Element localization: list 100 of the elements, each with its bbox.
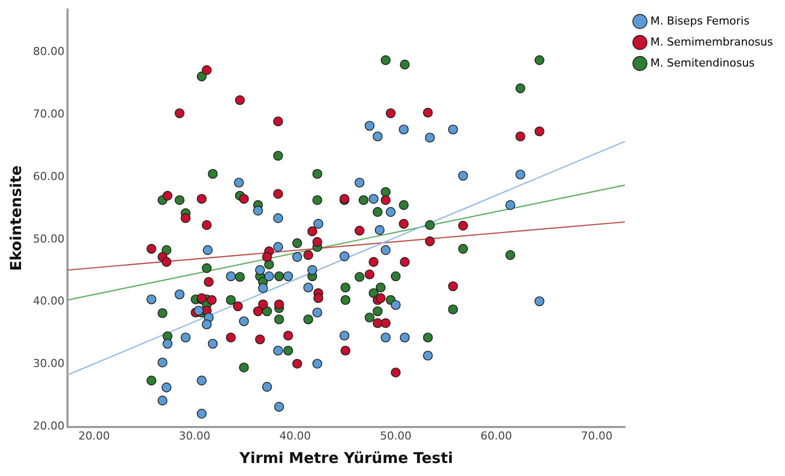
point xyxy=(274,299,284,310)
point xyxy=(146,376,156,386)
point xyxy=(239,316,249,326)
point xyxy=(340,330,350,341)
point xyxy=(234,95,245,106)
point xyxy=(422,108,433,118)
x-tick-label: 70.00 xyxy=(581,429,613,442)
point xyxy=(292,358,302,369)
x-tick-label: 60.00 xyxy=(480,429,512,442)
point xyxy=(424,236,435,246)
point xyxy=(534,55,544,66)
point xyxy=(162,338,172,349)
point xyxy=(255,265,265,275)
point xyxy=(262,382,272,392)
point xyxy=(400,257,410,267)
point xyxy=(354,272,364,282)
point xyxy=(448,124,458,134)
point xyxy=(313,293,324,304)
point xyxy=(273,150,283,161)
point xyxy=(253,306,263,316)
point xyxy=(158,358,168,368)
point xyxy=(258,283,268,294)
point xyxy=(386,207,396,217)
point xyxy=(400,332,410,342)
x-tick-label: 40.00 xyxy=(279,429,311,442)
point xyxy=(372,318,383,328)
point xyxy=(312,358,322,369)
point xyxy=(448,281,458,292)
point xyxy=(208,338,218,349)
point xyxy=(292,252,302,262)
point xyxy=(226,332,236,342)
point xyxy=(202,220,212,230)
point xyxy=(234,178,244,188)
point xyxy=(273,213,283,224)
point xyxy=(424,132,435,143)
point xyxy=(206,295,217,305)
point xyxy=(390,300,401,310)
point xyxy=(262,252,272,262)
point xyxy=(515,131,526,142)
point xyxy=(226,271,236,282)
point xyxy=(515,83,526,94)
point xyxy=(303,250,314,260)
y-tick-label: 50.00 xyxy=(32,232,64,246)
point xyxy=(196,376,207,386)
point xyxy=(424,220,435,230)
point xyxy=(283,271,294,282)
point xyxy=(515,170,526,180)
point xyxy=(312,168,322,179)
point xyxy=(372,131,383,142)
legend-label: M. Semitendinosus xyxy=(650,56,755,70)
y-tick-label: 80.00 xyxy=(32,44,64,58)
point xyxy=(448,304,458,314)
point xyxy=(380,245,391,255)
point xyxy=(146,244,156,254)
point xyxy=(202,245,213,255)
point xyxy=(273,242,283,252)
point xyxy=(274,271,284,282)
point xyxy=(422,350,433,360)
x-tick-label: 30.00 xyxy=(178,429,210,442)
point xyxy=(458,244,468,254)
point xyxy=(505,200,516,210)
point xyxy=(312,308,322,318)
point xyxy=(283,330,294,341)
point xyxy=(340,251,350,262)
point xyxy=(354,226,364,236)
y-tick-label: 30.00 xyxy=(32,357,64,370)
point xyxy=(303,282,314,292)
point xyxy=(534,296,544,306)
point xyxy=(374,225,385,235)
point xyxy=(274,402,284,412)
point xyxy=(273,188,283,199)
point xyxy=(162,382,172,392)
y-tick-label: 70.00 xyxy=(32,107,64,120)
point xyxy=(253,206,263,216)
point xyxy=(196,194,207,204)
point xyxy=(390,368,401,378)
point xyxy=(162,245,172,255)
point xyxy=(372,306,383,316)
point xyxy=(274,314,284,324)
y-tick-label: 20.00 xyxy=(32,420,64,433)
point xyxy=(202,263,212,274)
point xyxy=(386,108,396,118)
point xyxy=(162,257,172,267)
point xyxy=(313,218,324,229)
point xyxy=(273,116,283,126)
y-tick-label: 60.00 xyxy=(32,170,64,183)
point xyxy=(239,362,249,372)
point xyxy=(400,60,410,70)
x-tick-label: 50.00 xyxy=(380,429,412,442)
point xyxy=(380,332,391,342)
point xyxy=(202,319,212,330)
point xyxy=(158,308,168,318)
point xyxy=(292,238,302,248)
point xyxy=(364,270,374,280)
point xyxy=(372,207,383,217)
point xyxy=(180,332,191,342)
x-tick-label: 20.00 xyxy=(78,429,110,442)
x-axis-title: Yirmi Metre Yürüme Testi xyxy=(238,448,454,467)
point xyxy=(196,408,207,419)
point xyxy=(264,271,274,282)
